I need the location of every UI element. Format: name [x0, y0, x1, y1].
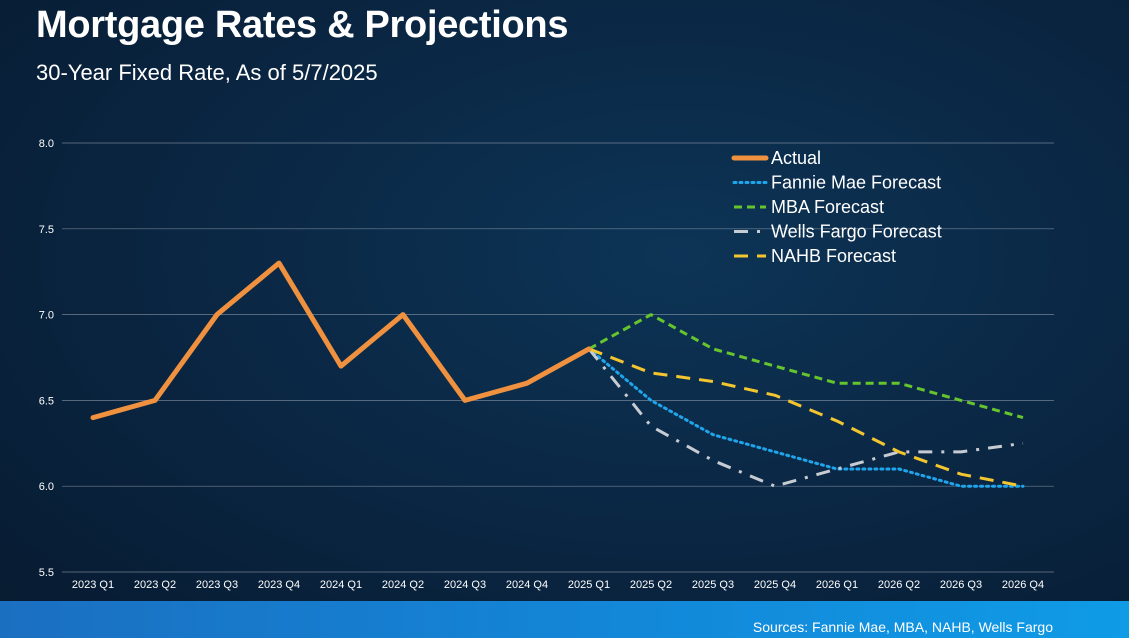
x-tick-label: 2023 Q3 [196, 579, 238, 591]
x-tick-label: 2025 Q2 [630, 579, 672, 591]
page-title: Mortgage Rates & Projections [36, 4, 569, 46]
line-chart: 5.5 6.0 6.5 7.0 7.5 8.0 2023 Q1 2023 Q2 2023 Q3… [39, 138, 1054, 591]
y-tick-label: 7.5 [39, 224, 54, 236]
x-tick-label: 2023 Q1 [72, 579, 114, 591]
x-tick-label: 2026 Q2 [878, 579, 920, 591]
x-tick-label: 2024 Q3 [444, 579, 486, 591]
legend-label: MBA Forecast [771, 197, 884, 217]
y-axis-ticks: 5.5 6.0 6.5 7.0 7.5 8.0 [39, 138, 54, 579]
x-tick-label: 2024 Q2 [382, 579, 424, 591]
series-line-fannie-mae-forecast [587, 347, 1025, 488]
legend-label: Actual [771, 148, 821, 168]
x-tick-label: 2025 Q1 [568, 579, 610, 591]
series-line-mba-forecast [588, 313, 1024, 420]
legend-label: Wells Fargo Forecast [771, 222, 942, 242]
x-tick-label: 2026 Q1 [816, 579, 858, 591]
x-tick-label: 2025 Q4 [754, 579, 796, 591]
y-tick-label: 7.0 [39, 310, 54, 322]
footer-bar: Sources: Fannie Mae, MBA, NAHB, Wells Fa… [0, 601, 1129, 638]
series-line-wells-fargo-forecast [587, 347, 1024, 488]
y-tick-label: 6.0 [39, 481, 54, 493]
sources-note: Sources: Fannie Mae, MBA, NAHB, Wells Fa… [752, 619, 1053, 635]
x-tick-label: 2024 Q1 [320, 579, 362, 591]
series-lines [90, 260, 1025, 488]
x-tick-label: 2026 Q4 [1002, 579, 1044, 591]
x-tick-label: 2025 Q3 [692, 579, 734, 591]
x-tick-label: 2024 Q4 [506, 579, 548, 591]
legend-label: NAHB Forecast [771, 246, 896, 266]
x-tick-label: 2026 Q3 [940, 579, 982, 591]
legend: Actual Fannie Mae Forecast MBA Forecast Wel… [731, 148, 942, 266]
y-tick-label: 5.5 [39, 567, 54, 579]
series-line-actual [90, 260, 592, 421]
y-tick-label: 8.0 [39, 138, 54, 150]
x-tick-label: 2023 Q2 [134, 579, 176, 591]
x-tick-label: 2023 Q4 [258, 579, 300, 591]
series-line-nahb-forecast [588, 347, 1024, 488]
page-subtitle: 30-Year Fixed Rate, As of 5/7/2025 [36, 60, 378, 85]
grid-lines [62, 142, 1054, 573]
x-axis-ticks: 2023 Q1 2023 Q2 2023 Q3 2023 Q4 2024 Q1 2024 … [72, 579, 1044, 591]
legend-label: Fannie Mae Forecast [771, 173, 941, 193]
y-tick-label: 6.5 [39, 395, 54, 407]
